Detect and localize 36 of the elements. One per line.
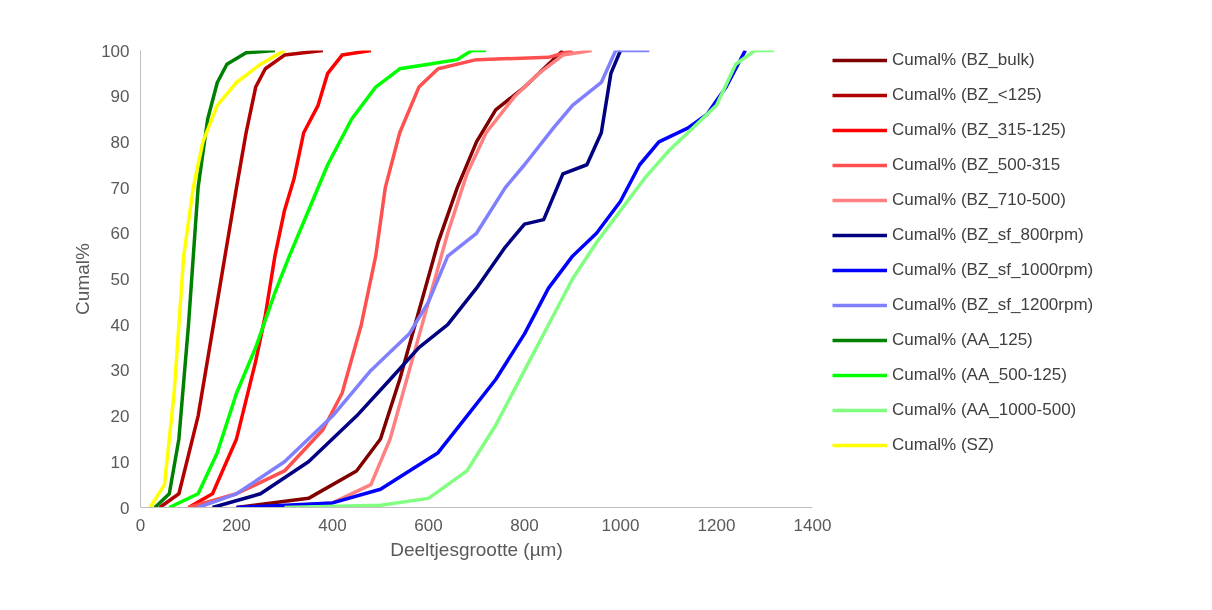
legend-label: Cumal% (SZ) — [892, 435, 995, 455]
y-tick-label: 60 — [110, 224, 130, 244]
x-tick-label: 200 — [222, 515, 251, 535]
x-tick-label: 800 — [510, 515, 539, 535]
legend-label: Cumal% (BZ_710-500) — [892, 190, 1066, 210]
y-tick-label: 70 — [110, 178, 130, 198]
legend-label: Cumal% (BZ_<125) — [892, 85, 1042, 105]
y-tick-label: 20 — [110, 407, 130, 427]
legend-label: Cumal% (BZ_bulk) — [892, 50, 1035, 70]
legend-label: Cumal% (BZ_315-125) — [892, 120, 1066, 140]
x-tick-label: 1000 — [601, 515, 640, 535]
y-tick-label: 50 — [110, 270, 130, 289]
line-series — [157, 50, 325, 508]
y-axis-title: Cumal% — [72, 243, 94, 315]
y-tick-label: 0 — [120, 498, 130, 518]
y-tick-label: 100 — [101, 41, 130, 61]
x-tick-label: 1200 — [697, 515, 736, 535]
x-tick-label: 0 — [135, 515, 146, 535]
y-tick-label: 10 — [110, 452, 130, 472]
y-tick-label: 90 — [110, 87, 130, 107]
legend-label: Cumal% (AA_1000-500) — [892, 400, 1077, 420]
x-tick-label: 400 — [318, 515, 347, 535]
legend-label: Cumal% (AA_125) — [892, 330, 1033, 350]
legend-label: Cumal% (BZ_500-315 — [892, 155, 1061, 175]
x-tick-label: 600 — [414, 515, 443, 535]
y-tick-label: 40 — [110, 315, 130, 335]
y-tick-label: 30 — [110, 361, 130, 381]
y-tick-label: 80 — [110, 132, 130, 152]
line-series — [186, 50, 373, 508]
legend-label: Cumal% (AA_500-125) — [892, 365, 1067, 385]
legend-label: Cumal% (BZ_sf_800rpm) — [892, 225, 1084, 245]
legend-label: Cumal% (BZ_sf_1200rpm) — [892, 295, 1094, 315]
legend-label: Cumal% (BZ_sf_1000rpm) — [892, 260, 1094, 280]
line-series — [167, 50, 488, 508]
x-axis-title: Deeltjesgrootte (µm) — [390, 538, 563, 560]
x-tick-label: 1400 — [793, 515, 832, 535]
